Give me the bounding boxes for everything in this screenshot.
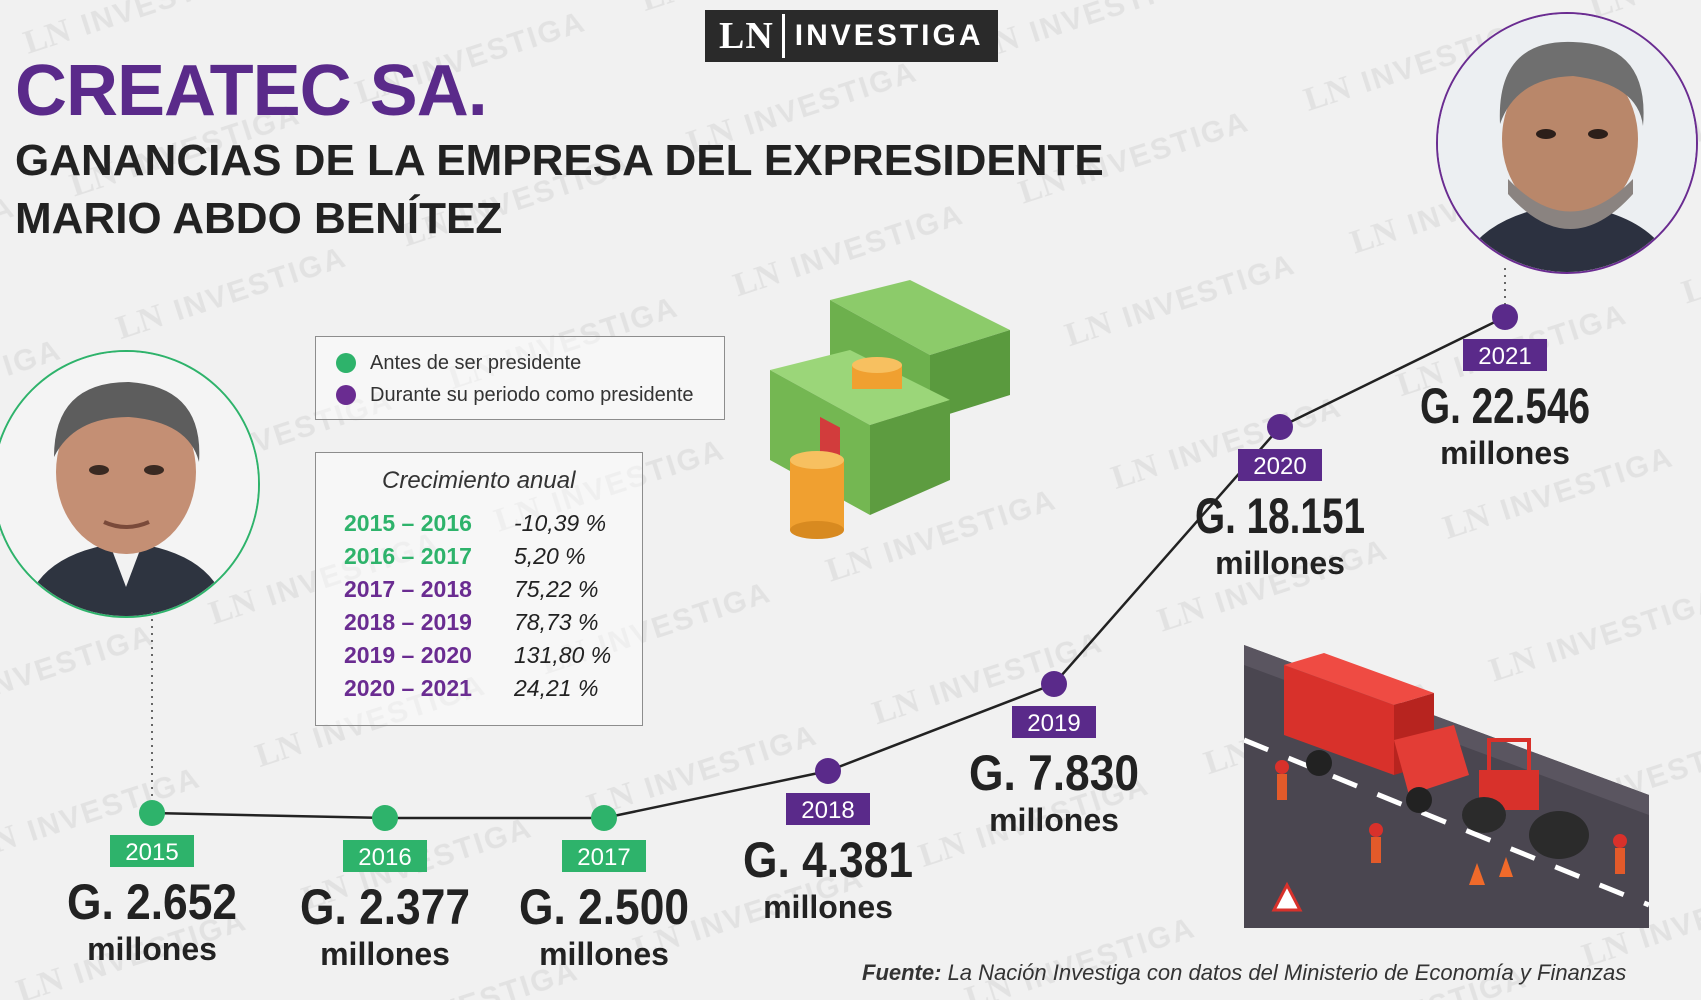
legend-dot-during xyxy=(336,385,356,405)
unit-label: millones xyxy=(989,802,1119,838)
chart-legend: Antes de ser presidente Durante su perio… xyxy=(315,336,725,420)
page-title: CREATEC SA. xyxy=(15,51,488,131)
unit-label: millones xyxy=(320,936,450,972)
year-label: 2016 xyxy=(358,844,411,871)
year-label: 2018 xyxy=(801,797,854,824)
growth-period: 2016 – 2017 xyxy=(344,543,472,569)
data-point xyxy=(591,805,617,831)
year-label: 2021 xyxy=(1478,343,1531,370)
annual-growth-table: Crecimiento anual 2015 – 2016 -10,39 % 20… xyxy=(315,452,643,726)
investiga-logo-text: INVESTIGA xyxy=(794,19,984,52)
dump-truck-icon xyxy=(1284,653,1469,813)
page-subtitle: GANANCIAS DE LA EMPRESA DEL EXPRESIDENTE… xyxy=(15,136,1104,243)
growth-value: 131,80 % xyxy=(514,642,612,668)
year-badge xyxy=(110,835,194,867)
legend-item-during: Durante su periodo como presidente xyxy=(336,379,704,411)
growth-value: 24,21 % xyxy=(514,675,599,701)
growth-period: 2017 – 2018 xyxy=(344,576,472,602)
legend-dot-before xyxy=(336,353,356,373)
value-label: G. 18.151 xyxy=(1195,488,1365,544)
growth-period: 2015 – 2016 xyxy=(344,510,472,536)
growth-value: 75,22 % xyxy=(514,576,599,602)
unit-label: millones xyxy=(87,931,217,967)
year-label: 2019 xyxy=(1027,710,1080,737)
growth-row: 2020 – 2021 24,21 % xyxy=(344,672,642,705)
growth-value: -10,39 % xyxy=(514,510,607,536)
road-construction-illustration xyxy=(1244,645,1649,928)
data-point xyxy=(1267,414,1293,440)
traffic-cone-icon xyxy=(1469,857,1513,885)
year-badge xyxy=(786,793,870,825)
source-prefix: Fuente: xyxy=(862,960,942,985)
unit-label: millones xyxy=(1215,545,1345,581)
worker-icon xyxy=(1275,760,1627,874)
growth-row: 2015 – 2016 -10,39 % xyxy=(344,507,642,540)
year-label: 2015 xyxy=(125,839,178,866)
year-badge xyxy=(1012,706,1096,738)
ln-investiga-logo: LN INVESTIGA xyxy=(705,10,998,62)
growth-period: 2019 – 2020 xyxy=(344,642,472,668)
growth-row: 2018 – 2019 78,73 % xyxy=(344,606,642,639)
growth-row: 2016 – 2017 5,20 % xyxy=(344,540,642,573)
data-point xyxy=(1492,304,1518,330)
value-label: G. 2.652 xyxy=(67,874,237,930)
portrait-during xyxy=(1436,12,1698,274)
year-badge xyxy=(343,840,427,872)
year-label: 2020 xyxy=(1253,453,1306,480)
data-point xyxy=(1041,671,1067,697)
value-label: G. 22.546 xyxy=(1420,378,1590,434)
year-badge xyxy=(1463,339,1547,371)
legend-item-before: Antes de ser presidente xyxy=(336,347,704,379)
growth-value: 5,20 % xyxy=(514,543,586,569)
unit-label: millones xyxy=(1440,435,1570,471)
value-label: G. 7.830 xyxy=(969,745,1139,801)
road-roller-icon xyxy=(1462,738,1589,859)
growth-period: 2018 – 2019 xyxy=(344,609,472,635)
legend-label-before: Antes de ser presidente xyxy=(370,351,582,374)
year-label: 2017 xyxy=(577,844,630,871)
person-icon xyxy=(0,352,258,616)
year-badge xyxy=(562,840,646,872)
person-icon xyxy=(1438,14,1696,272)
unit-label: millones xyxy=(539,936,669,972)
coin-stack-icon xyxy=(790,451,844,539)
growth-row: 2019 – 2020 131,80 % xyxy=(344,639,642,672)
money-stack-illustration xyxy=(770,280,1010,539)
data-point xyxy=(815,758,841,784)
growth-heading: Crecimiento anual xyxy=(382,467,576,494)
growth-value: 78,73 % xyxy=(514,609,599,635)
legend-label-during: Durante su periodo como presidente xyxy=(370,383,694,406)
data-point xyxy=(372,805,398,831)
data-point xyxy=(139,800,165,826)
source-note: Fuente: La Nación Investiga con datos de… xyxy=(862,960,1626,986)
value-label: G. 4.381 xyxy=(743,832,913,888)
year-badge xyxy=(1238,449,1322,481)
growth-row: 2017 – 2018 75,22 % xyxy=(344,573,642,606)
warning-sign-icon xyxy=(1271,881,1303,912)
unit-label: millones xyxy=(763,889,893,925)
coin-stack-icon xyxy=(852,357,902,389)
source-text: La Nación Investiga con datos del Minist… xyxy=(941,960,1627,985)
value-label: G. 2.377 xyxy=(300,879,470,935)
portrait-before xyxy=(0,350,260,618)
value-label: G. 2.500 xyxy=(519,879,689,935)
ln-logo-text: LN xyxy=(719,14,785,58)
growth-period: 2020 – 2021 xyxy=(344,675,472,701)
